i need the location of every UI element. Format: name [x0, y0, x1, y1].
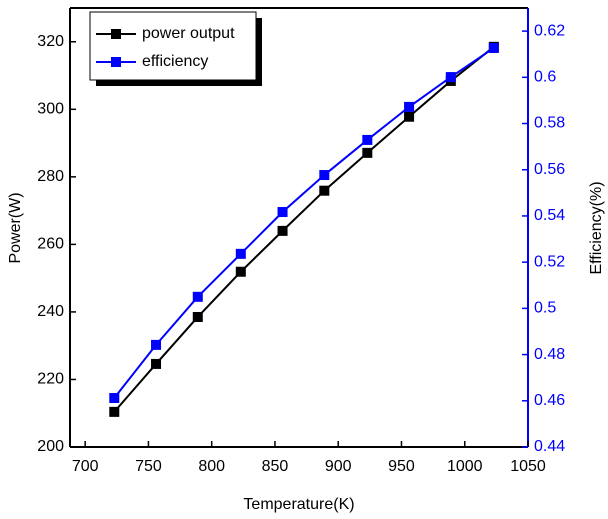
y2-tick-label: 0.48 — [534, 346, 565, 363]
marker — [362, 134, 373, 145]
x-tick-label: 750 — [135, 458, 162, 475]
y2-tick-label: 0.56 — [534, 161, 565, 178]
y2-tick-label: 0.52 — [534, 253, 565, 270]
legend-label: efficiency — [142, 53, 208, 70]
x-tick-label: 800 — [198, 458, 225, 475]
marker — [109, 406, 120, 417]
marker — [488, 42, 499, 53]
y-tick-label: 280 — [37, 168, 64, 185]
marker — [319, 170, 330, 181]
y-tick-label: 260 — [37, 236, 64, 253]
x-tick-label: 1050 — [510, 458, 546, 475]
marker — [235, 248, 246, 259]
marker — [151, 339, 162, 350]
series-line — [113, 46, 495, 413]
y-tick-label: 220 — [37, 371, 64, 388]
marker — [192, 311, 203, 322]
marker — [362, 147, 373, 158]
legend-marker — [111, 57, 121, 67]
y-tick-label: 320 — [37, 33, 64, 50]
y2-tick-label: 0.62 — [534, 22, 565, 39]
y2-tick-label: 0.54 — [534, 207, 565, 224]
legend-marker — [111, 29, 121, 39]
y2-tick-label: 0.46 — [534, 392, 565, 409]
x-tick-label: 700 — [72, 458, 99, 475]
x-tick-label: 900 — [325, 458, 352, 475]
y-tick-label: 240 — [37, 303, 64, 320]
marker — [192, 291, 203, 302]
marker — [235, 266, 246, 277]
marker — [404, 111, 415, 122]
series-line — [113, 47, 495, 399]
y2-tick-label: 0.44 — [534, 438, 565, 455]
legend-label: power output — [142, 25, 235, 42]
marker — [277, 207, 288, 218]
marker — [445, 72, 456, 83]
marker — [109, 393, 120, 404]
marker — [319, 185, 330, 196]
y-tick-label: 300 — [37, 101, 64, 118]
y2-tick-label: 0.58 — [534, 115, 565, 132]
marker — [404, 101, 415, 112]
x-tick-label: 850 — [262, 458, 289, 475]
y-axis-title: Power(W) — [7, 192, 24, 263]
y2-tick-label: 0.5 — [534, 300, 556, 317]
marker — [151, 358, 162, 369]
x-tick-label: 1000 — [447, 458, 483, 475]
x-tick-label: 950 — [388, 458, 415, 475]
x-axis-title: Temperature(K) — [243, 496, 354, 513]
y2-axis-title: Efficiency(%) — [588, 181, 605, 274]
marker — [277, 225, 288, 236]
y-tick-label: 200 — [37, 438, 64, 455]
legend-box — [89, 11, 257, 81]
y2-tick-label: 0.6 — [534, 69, 556, 86]
